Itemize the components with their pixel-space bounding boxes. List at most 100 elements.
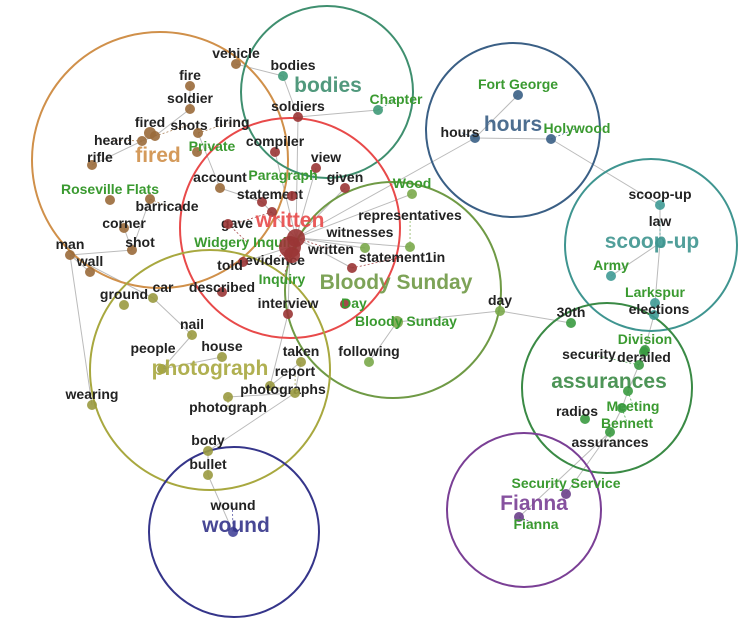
- node-dot[interactable]: [150, 131, 160, 141]
- node[interactable]: Bennett: [601, 403, 653, 431]
- node[interactable]: people: [130, 340, 176, 374]
- node[interactable]: shot: [125, 234, 155, 255]
- node[interactable]: fired: [135, 114, 165, 139]
- node[interactable]: derailed: [617, 347, 671, 365]
- node-dot[interactable]: [148, 293, 158, 303]
- node-dot[interactable]: [513, 90, 523, 100]
- node[interactable]: following: [338, 343, 400, 367]
- node-dot[interactable]: [290, 388, 300, 398]
- node-dot[interactable]: [87, 400, 97, 410]
- node[interactable]: 30th: [557, 304, 586, 328]
- node-dot[interactable]: [340, 299, 350, 309]
- node-dot[interactable]: [265, 381, 275, 391]
- node-dot[interactable]: [546, 134, 556, 144]
- node[interactable]: assurances: [571, 427, 649, 450]
- node-dot[interactable]: [561, 489, 571, 499]
- node[interactable]: corner: [102, 215, 146, 233]
- node[interactable]: account: [193, 169, 247, 193]
- node-dot[interactable]: [223, 219, 233, 229]
- node-dot[interactable]: [137, 136, 147, 146]
- node-dot[interactable]: [407, 189, 417, 199]
- node[interactable]: Wood: [393, 175, 432, 199]
- node-dot[interactable]: [215, 183, 225, 193]
- node[interactable]: car: [148, 279, 174, 303]
- node[interactable]: wound: [209, 497, 256, 537]
- node[interactable]: house: [201, 338, 243, 362]
- node-dot[interactable]: [655, 238, 665, 248]
- node-dot[interactable]: [391, 316, 403, 328]
- node-dot[interactable]: [145, 194, 155, 204]
- node-dot[interactable]: [185, 81, 195, 91]
- node-dot[interactable]: [65, 250, 75, 260]
- node[interactable]: photographs: [240, 381, 326, 397]
- node-dot[interactable]: [185, 104, 195, 114]
- node-dot[interactable]: [203, 446, 213, 456]
- node[interactable]: rifle: [87, 149, 113, 170]
- node[interactable]: ground: [100, 286, 148, 310]
- node[interactable]: body: [191, 432, 225, 456]
- node-dot[interactable]: [311, 163, 321, 173]
- node[interactable]: Fort George: [478, 76, 558, 100]
- node-dot[interactable]: [217, 287, 227, 297]
- node-dot[interactable]: [283, 309, 293, 319]
- node-dot[interactable]: [223, 392, 233, 402]
- node[interactable]: wall: [76, 253, 103, 277]
- node[interactable]: day: [488, 292, 512, 316]
- node-dot[interactable]: [267, 207, 277, 217]
- node[interactable]: statement1in: [347, 249, 445, 273]
- node[interactable]: vehicle: [212, 45, 260, 69]
- node[interactable]: Widgery Inquiry: [194, 219, 300, 250]
- node[interactable]: Larkspur: [625, 284, 686, 308]
- node-dot[interactable]: [284, 247, 300, 263]
- node-dot[interactable]: [278, 71, 288, 81]
- node[interactable]: statement: [237, 186, 303, 207]
- node[interactable]: security: [562, 346, 644, 370]
- node-dot[interactable]: [623, 386, 633, 396]
- node[interactable]: told: [217, 257, 248, 273]
- node[interactable]: Inquiry: [259, 247, 306, 287]
- node[interactable]: Private: [189, 138, 236, 157]
- node[interactable]: Security Service: [512, 475, 621, 499]
- node[interactable]: heard: [94, 132, 147, 148]
- node-dot[interactable]: [347, 263, 357, 273]
- node[interactable]: Day: [340, 295, 367, 311]
- node[interactable]: view: [311, 149, 341, 173]
- node-dot[interactable]: [470, 133, 480, 143]
- node-dot[interactable]: [203, 470, 213, 480]
- node[interactable]: Chapter: [370, 91, 423, 115]
- node-dot[interactable]: [360, 243, 370, 253]
- node-dot[interactable]: [257, 197, 267, 207]
- node-dot[interactable]: [270, 147, 280, 157]
- node-dot[interactable]: [87, 160, 97, 170]
- node[interactable]: law: [649, 213, 672, 248]
- node-dot[interactable]: [293, 112, 303, 122]
- node-dot[interactable]: [605, 427, 615, 437]
- node-dot[interactable]: [617, 403, 627, 413]
- node-dot[interactable]: [231, 59, 241, 69]
- node-dot[interactable]: [495, 306, 505, 316]
- node[interactable]: representatives: [358, 207, 462, 252]
- node[interactable]: fire: [179, 67, 201, 91]
- node[interactable]: Bloody Sunday: [355, 313, 457, 329]
- node-dot[interactable]: [373, 105, 383, 115]
- node[interactable]: described: [189, 279, 255, 297]
- node-dot[interactable]: [192, 147, 202, 157]
- node-dot[interactable]: [639, 347, 649, 357]
- node[interactable]: Paragraph: [248, 167, 318, 201]
- node[interactable]: report: [275, 363, 316, 398]
- node[interactable]: Army: [593, 257, 629, 281]
- node-dot[interactable]: [287, 191, 297, 201]
- node-dot[interactable]: [228, 527, 238, 537]
- node[interactable]: bodies: [270, 57, 316, 81]
- node[interactable]: bullet: [189, 456, 227, 480]
- node[interactable]: witnesses: [326, 224, 394, 253]
- node[interactable]: firing: [193, 114, 250, 138]
- node[interactable]: scoop-up: [629, 186, 692, 210]
- node-dot[interactable]: [105, 195, 115, 205]
- node[interactable]: man: [56, 236, 85, 260]
- node-dot[interactable]: [655, 200, 665, 210]
- node-dot[interactable]: [634, 360, 644, 370]
- node[interactable]: given: [327, 169, 364, 193]
- node[interactable]: Holywood: [544, 120, 611, 144]
- node[interactable]: soldier: [167, 90, 214, 114]
